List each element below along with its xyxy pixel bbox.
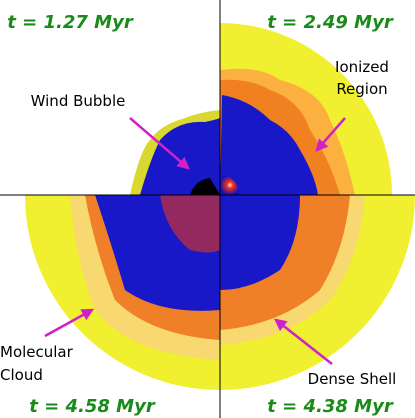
time-label: t = 2.49 Myr <box>267 12 394 33</box>
arrow <box>44 308 95 338</box>
annotation: Ionized <box>335 58 389 76</box>
arrow <box>315 117 346 152</box>
arrow <box>274 318 333 365</box>
time-label: t = 4.58 Myr <box>29 396 156 417</box>
panel-top-left <box>130 110 220 195</box>
panel-bottom-right <box>220 195 415 390</box>
panel-bottom-left <box>25 195 220 390</box>
time-label: t = 4.38 Myr <box>267 396 394 417</box>
annotation: Region <box>336 80 387 98</box>
panel-top-right <box>220 23 392 195</box>
annotation: Cloud <box>0 366 43 384</box>
arrow <box>129 117 190 170</box>
annotation: Dense Shell <box>308 370 397 388</box>
time-label: t = 1.27 Myr <box>7 12 134 33</box>
annotation: Wind Bubble <box>31 92 126 110</box>
annotation: Molecular <box>0 343 74 361</box>
